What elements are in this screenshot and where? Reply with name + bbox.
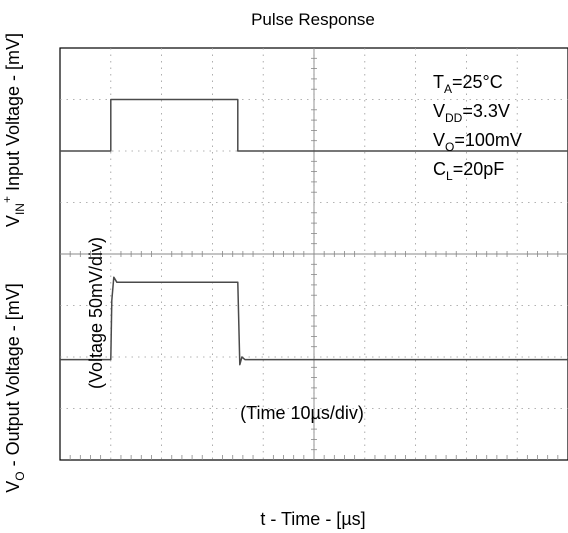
series-output-trace [60,276,568,366]
series-input-trace [60,98,568,152]
traces [60,98,568,366]
condition-vo: VO=100mV [433,130,522,154]
x-axis-label: t - Time - [µs] [260,509,365,529]
x-scale-annotation: (Time 10µs/div) [240,403,364,423]
chart-title: Pulse Response [251,10,375,29]
y-scale-annotation: (Voltage 50mV/div) [86,237,106,389]
condition-cl: CL=20pF [433,159,504,183]
y-axis-label-output: VO - Output Voltage - [mV] [3,283,27,492]
condition-ta: TA=25°C [433,72,503,96]
conditions-block: TA=25°C VDD=3.3V VO=100mV CL=20pF [433,72,522,183]
condition-vdd: VDD=3.3V [433,101,510,125]
y-axis-label-input: VIN+ Input Voltage - [mV] [0,33,27,227]
